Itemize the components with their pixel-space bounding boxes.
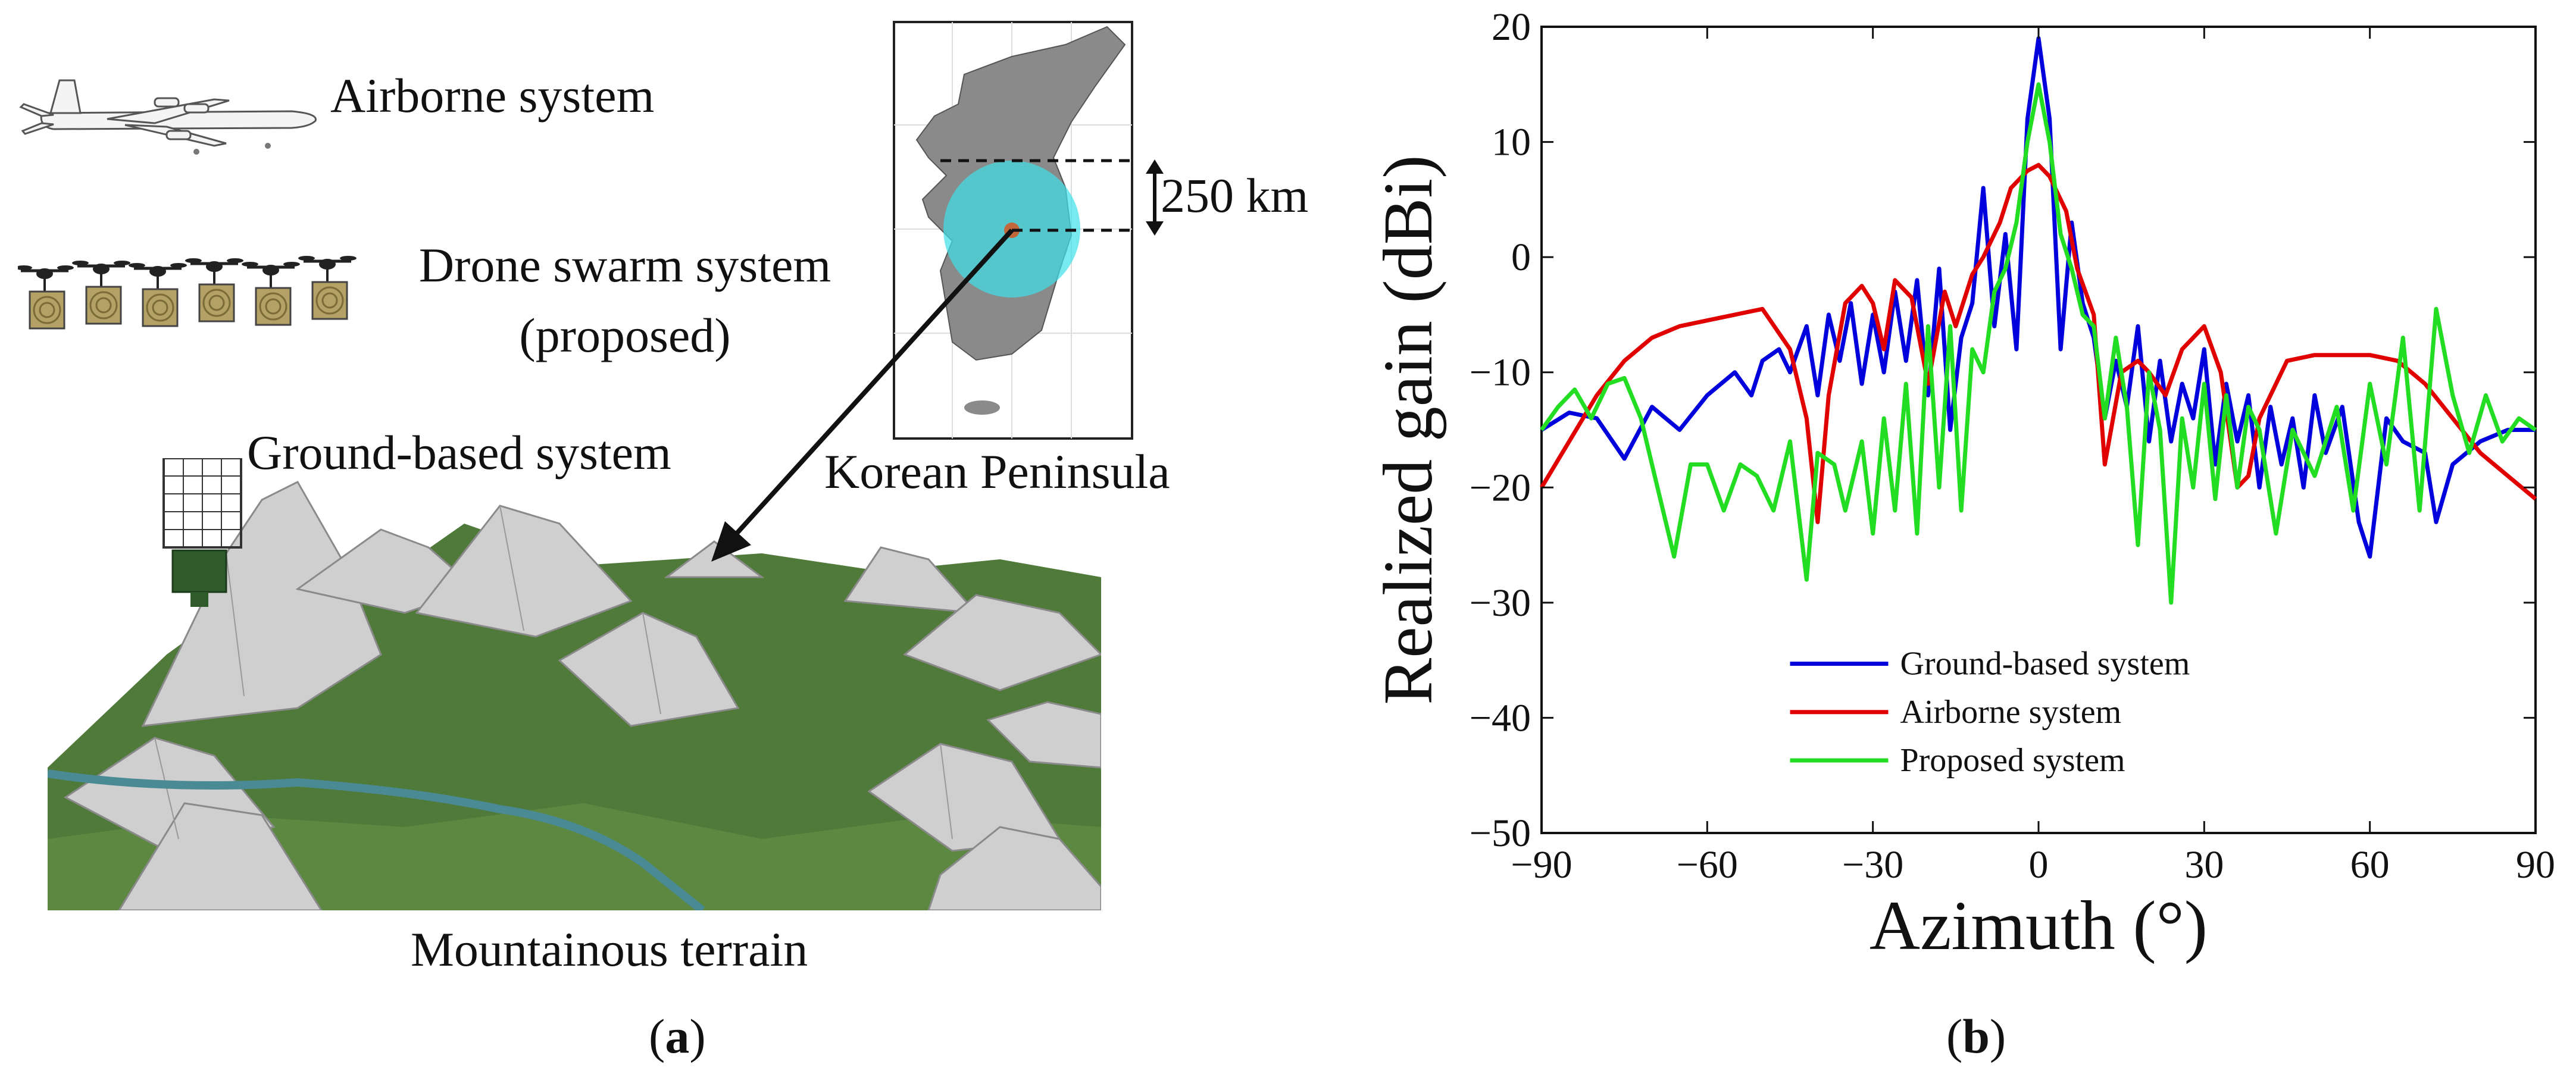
- airborne-system-label: Airborne system: [330, 68, 655, 123]
- ground-based-label: Ground-based system: [247, 425, 671, 480]
- terrain-image: [48, 458, 1101, 910]
- distance-label: 250 km: [1161, 168, 1309, 223]
- x-tick-label: 30: [2184, 843, 2224, 887]
- series-line-proposed-system: [1540, 82, 2537, 605]
- series-line-airborne-system: [1539, 162, 2537, 524]
- korean-peninsula-label: Korean Peninsula: [824, 444, 1170, 499]
- airplane-icon: [19, 79, 317, 155]
- korea-map: [893, 21, 1137, 440]
- legend-label: Ground-based system: [1900, 645, 2190, 682]
- gain-chart: −90 −60 −30 0 30 60 90 −50 −40 −30 −20 −10 0 10 20 Azim…: [1369, 5, 2555, 964]
- y-tick-label: 10: [1492, 121, 1531, 164]
- pointer-arrow: [711, 228, 1014, 562]
- y-tick-label: −20: [1470, 466, 1531, 509]
- x-tick-label: −30: [1842, 843, 1903, 887]
- y-tick-label: 20: [1492, 5, 1531, 49]
- series-line-ground-based-system: [1540, 36, 2536, 559]
- x-tick-label: −90: [1511, 843, 1572, 887]
- x-axis-title: Azimuth (°): [1870, 887, 2208, 964]
- distance-arrow: [1146, 159, 1164, 236]
- x-tick-label: −60: [1677, 843, 1738, 887]
- drone-swarm-title: Drone swarm system: [418, 238, 831, 292]
- y-tick-label: 0: [1511, 236, 1531, 279]
- y-tick-label: −40: [1470, 696, 1531, 740]
- x-tick-label: 90: [2516, 843, 2555, 887]
- panel-b-caption: (b): [1946, 1009, 2006, 1063]
- drone-swarm-icon: [18, 256, 369, 330]
- panel-a: Airborne system Drone swarm system (prop…: [0, 0, 1308, 1071]
- y-tick-label: −10: [1470, 351, 1531, 394]
- legend-label: Airborne system: [1900, 694, 2122, 731]
- x-tick-label: 60: [2350, 843, 2390, 887]
- legend-label: Proposed system: [1900, 742, 2125, 779]
- y-axis-title: Realized gain (dBi): [1369, 155, 1447, 704]
- ground-radar-icon: [162, 458, 242, 607]
- x-tick-label: 0: [2029, 843, 2049, 887]
- mountainous-terrain-label: Mountainous terrain: [411, 922, 808, 976]
- drone-swarm-proposed: (proposed): [519, 308, 731, 362]
- drone-swarm-label: Drone swarm system (proposed): [381, 241, 869, 360]
- panel-a-caption: (a): [649, 1009, 706, 1063]
- y-tick-label: −50: [1470, 812, 1531, 855]
- y-tick-label: −30: [1470, 581, 1531, 625]
